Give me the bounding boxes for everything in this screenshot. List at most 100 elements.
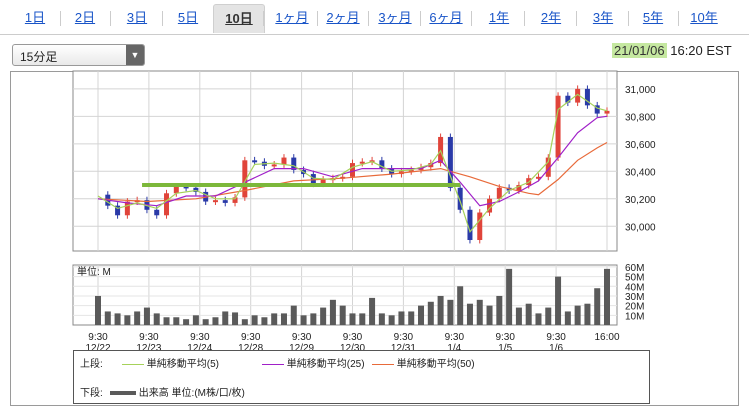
legend-item-ma50-label: 単純移動平均(50) <box>396 359 475 370</box>
price-candle <box>467 209 473 241</box>
x-tick-date: 12/31 <box>391 343 416 354</box>
ma5-swatch <box>122 363 144 365</box>
tab-4[interactable]: 10日 <box>213 4 265 33</box>
volume-bar <box>222 311 229 325</box>
x-tick-date: 12/30 <box>340 343 365 354</box>
tab-12[interactable]: 5年 <box>642 10 664 25</box>
volume-bar <box>388 315 395 325</box>
tab-separator <box>263 11 264 26</box>
tab-separator <box>110 11 111 26</box>
volume-bar <box>241 319 248 325</box>
price-candle <box>281 157 287 165</box>
chevron-down-icon[interactable]: ▼ <box>126 45 144 65</box>
volume-bar <box>427 301 434 325</box>
volume-bar <box>339 305 346 325</box>
price-candle <box>350 163 355 177</box>
price-candle <box>457 187 463 210</box>
tab-7[interactable]: 3ヶ月 <box>378 10 412 25</box>
tab-separator <box>60 11 61 26</box>
timestamp-date: 21/01/06 <box>612 43 667 58</box>
interval-select[interactable]: 15分足 ▼ <box>12 44 145 66</box>
tab-5[interactable]: 1ヶ月 <box>275 10 309 25</box>
volume-bar <box>525 303 532 325</box>
volume-bar <box>466 303 473 325</box>
tab-10[interactable]: 2年 <box>540 10 562 25</box>
price-candle <box>173 186 179 194</box>
legend-item-ma25: 単純移動平均(25) <box>262 355 365 370</box>
price-candle <box>545 157 551 177</box>
tab-6[interactable]: 2ヶ月 <box>326 10 360 25</box>
tab-1[interactable]: 2日 <box>74 10 96 25</box>
x-tick-time: 9:30 <box>495 332 515 343</box>
x-tick-date: 12/28 <box>238 343 263 354</box>
x-tick-time: 9:30 <box>88 332 108 343</box>
tab-8[interactable]: 6ヶ月 <box>429 10 463 25</box>
tab-9[interactable]: 1年 <box>488 10 510 25</box>
volume-bar <box>212 317 219 325</box>
price-candle <box>535 176 541 179</box>
volume-bar <box>545 307 552 325</box>
volume-tick-label: 50M <box>625 273 644 284</box>
volume-bar <box>369 297 376 325</box>
price-candle <box>565 95 571 103</box>
price-tick-label: 30,800 <box>625 112 656 123</box>
volume-bar <box>192 315 199 325</box>
x-tick-date: 1/4 <box>447 343 461 354</box>
price-tick-label: 30,200 <box>625 195 656 206</box>
tab-separator <box>576 11 577 26</box>
volume-bar <box>114 313 121 325</box>
period-tabs: 1日 2日 3日 5日 10日 1ヶ月 2ヶ月 3ヶ月 6ヶ月 1年 2年 3年 5年 10年 <box>0 4 749 35</box>
x-tick-date: 1/6 <box>549 343 563 354</box>
x-tick-time: 9:30 <box>445 332 465 343</box>
price-candle <box>291 157 297 170</box>
x-tick-time: 9:30 <box>190 332 210 343</box>
volume-bar <box>398 311 405 325</box>
x-tick-date: 12/23 <box>136 343 161 354</box>
tab-separator <box>628 11 629 26</box>
ma50-swatch <box>372 363 394 365</box>
tab-3[interactable]: 5日 <box>177 10 199 25</box>
volume-bar <box>143 307 150 325</box>
volume-bar <box>378 313 385 325</box>
legend-lower-label: 下段: <box>80 388 103 399</box>
price-candle <box>379 160 385 169</box>
volume-bar <box>418 305 425 325</box>
volume-tick-label: 30M <box>625 292 644 303</box>
volume-bar <box>457 286 464 325</box>
tab-separator <box>317 11 318 26</box>
price-candle <box>487 198 493 213</box>
price-candle <box>124 201 130 216</box>
ma5-line <box>97 93 608 234</box>
ma25-line <box>97 115 608 207</box>
tab-13[interactable]: 10年 <box>690 10 718 25</box>
price-candle <box>183 186 189 189</box>
price-tick-label: 30,000 <box>625 222 656 233</box>
chart-legend: 上段: 単純移動平均(5) 単純移動平均(25) 単純移動平均(50) 下段: … <box>73 350 650 404</box>
tab-0[interactable]: 1日 <box>24 10 46 25</box>
volume-bar <box>300 315 307 325</box>
tab-2[interactable]: 3日 <box>126 10 148 25</box>
x-tick-time: 9:30 <box>139 332 159 343</box>
price-candle <box>212 200 218 203</box>
volume-bar <box>124 315 131 325</box>
volume-bar <box>310 313 317 325</box>
tab-separator <box>420 11 421 26</box>
volume-bar <box>320 307 327 325</box>
price-candle <box>555 95 561 158</box>
timestamp: 21/01/06 16:20 EST <box>612 43 732 58</box>
price-candle <box>310 174 316 184</box>
legend-item-ma25-label: 単純移動平均(25) <box>286 359 365 370</box>
tab-11[interactable]: 3年 <box>592 10 614 25</box>
volume-bar <box>476 299 483 325</box>
legend-item-volume: 出来高 単位:(M株/口/枚) <box>110 384 245 399</box>
price-candle <box>516 185 522 191</box>
tab-separator <box>162 11 163 26</box>
legend-item-volume-label: 出来高 単位:(M株/口/枚) <box>138 388 245 399</box>
ma50-line <box>97 141 608 203</box>
volume-bar <box>604 268 610 325</box>
price-candle <box>115 205 121 216</box>
x-tick-time: 16:00 <box>594 332 619 343</box>
x-tick-time: 9:30 <box>394 332 414 343</box>
volume-bar <box>437 295 444 325</box>
tab-separator <box>368 11 369 26</box>
